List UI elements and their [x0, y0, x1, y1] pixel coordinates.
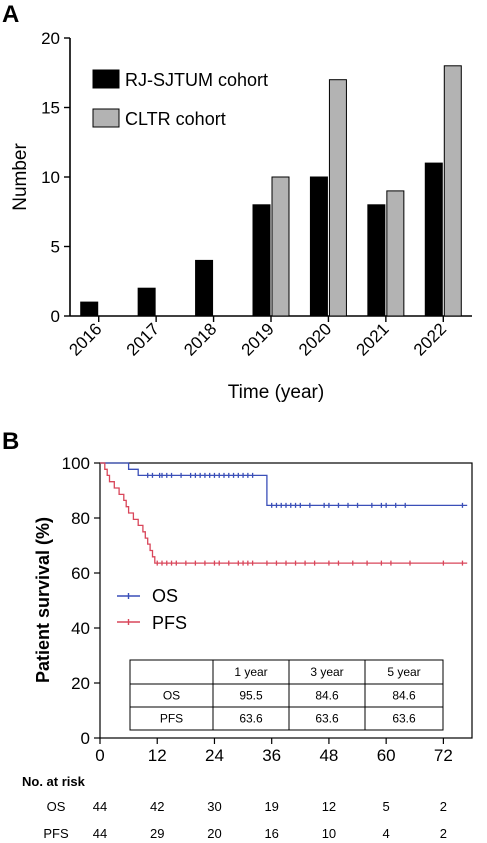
x-tick-label: 2019 [238, 319, 278, 359]
x-tick-label: 2018 [180, 319, 220, 359]
y-tick-label: 5 [51, 238, 60, 257]
x-tick-label: 2016 [65, 319, 105, 359]
risk-value: 5 [383, 799, 390, 814]
risk-table-title: No. at risk [22, 774, 86, 789]
bar-rj-sjtum [309, 176, 328, 317]
y-tick-label: 20 [41, 29, 60, 48]
legend-label-cltr: CLTR cohort [125, 109, 226, 129]
legend: RJ-SJTUM cohort CLTR cohort [92, 69, 268, 129]
risk-value: 19 [264, 799, 278, 814]
bar-cltr [443, 65, 462, 317]
bar-rj-sjtum [424, 162, 443, 317]
y-axis-ticks: 0 5 10 15 20 [41, 29, 70, 326]
x-axis-ticks: 2016 2017 2018 2019 2020 2021 2022 [65, 316, 450, 360]
legend-swatch-cltr [92, 108, 120, 128]
risk-value: 29 [150, 826, 164, 841]
y-tick-label: 80 [71, 509, 90, 528]
y-axis-ticks: 0 20 40 60 80 100 [62, 454, 100, 748]
curve-pfs [100, 462, 468, 564]
y-tick-label: 0 [81, 729, 90, 748]
risk-row-label: PFS [43, 826, 69, 841]
x-tick-label: 0 [95, 746, 104, 765]
risk-value: 10 [322, 826, 336, 841]
y-tick-label: 10 [41, 168, 60, 187]
legend-label-rj-sjtum: RJ-SJTUM cohort [125, 70, 268, 90]
legend-swatch-rj-sjtum [92, 69, 120, 89]
table-header-cell: 3 year [310, 665, 343, 679]
table-cell: 63.6 [239, 712, 263, 726]
x-tick-label: 2020 [295, 319, 335, 359]
risk-value: 4 [383, 826, 390, 841]
table-cell: 84.6 [392, 689, 416, 703]
bar-rj-sjtum [195, 259, 214, 317]
survival-rate-table: 1 year 3 year 5 year OS 95.5 84.6 84.6 PFS 63.6 6… [129, 659, 444, 731]
bar-rj-sjtum [367, 204, 386, 317]
risk-value: 44 [93, 826, 107, 841]
bar-rj-sjtum [252, 204, 271, 317]
risk-value: 2 [440, 799, 447, 814]
bar-rj-sjtum [80, 301, 99, 317]
x-tick-label: 2017 [123, 319, 163, 359]
y-axis-label: Patient survival (%) [33, 517, 53, 683]
risk-value: 16 [264, 826, 278, 841]
y-tick-label: 15 [41, 99, 60, 118]
panel-b-letter: B [2, 428, 19, 455]
table-cell: 95.5 [239, 689, 263, 703]
table-cell: OS [163, 689, 180, 703]
table-frame [129, 659, 444, 731]
x-axis-label: Time (year) [228, 382, 324, 403]
table-header-cell: 5 year [387, 665, 420, 679]
bar-cltr [271, 176, 290, 317]
x-tick-label: 72 [434, 746, 453, 765]
risk-row-label: OS [47, 799, 66, 814]
risk-value: 42 [150, 799, 164, 814]
panel-a-letter: A [2, 1, 19, 28]
x-axis-ticks: 0 12 24 36 48 60 72 [95, 738, 453, 765]
x-tick-label: 60 [377, 746, 396, 765]
x-tick-label: 48 [319, 746, 338, 765]
table-cell: PFS [160, 712, 183, 726]
x-tick-label: 36 [262, 746, 281, 765]
y-tick-label: 0 [51, 307, 60, 326]
risk-value: 30 [207, 799, 221, 814]
y-tick-label: 20 [71, 674, 90, 693]
curve-os [100, 462, 468, 507]
risk-value: 12 [322, 799, 336, 814]
x-tick-label: 2022 [410, 319, 450, 359]
table-cell: 63.6 [392, 712, 416, 726]
bars [80, 65, 462, 317]
legend-label-pfs: PFS [152, 613, 187, 633]
table-header-cell: 1 year [234, 665, 267, 679]
risk-value: 20 [207, 826, 221, 841]
risk-value: 44 [93, 799, 107, 814]
bar-rj-sjtum [137, 287, 156, 317]
bar-cltr [328, 79, 347, 317]
y-tick-label: 100 [62, 454, 90, 473]
legend: OS PFS [117, 586, 187, 633]
legend-label-os: OS [152, 586, 178, 606]
table-cell: 84.6 [315, 689, 339, 703]
y-tick-label: 60 [71, 564, 90, 583]
bar-cltr [386, 190, 405, 317]
table-cell: 63.6 [315, 712, 339, 726]
plot-frame [99, 462, 473, 739]
x-tick-label: 12 [148, 746, 167, 765]
risk-value: 2 [440, 826, 447, 841]
y-axis-label: Number [10, 143, 31, 211]
x-tick-label: 24 [205, 746, 224, 765]
survival-curves [100, 462, 468, 566]
y-tick-label: 40 [71, 619, 90, 638]
x-tick-label: 2021 [353, 319, 393, 359]
